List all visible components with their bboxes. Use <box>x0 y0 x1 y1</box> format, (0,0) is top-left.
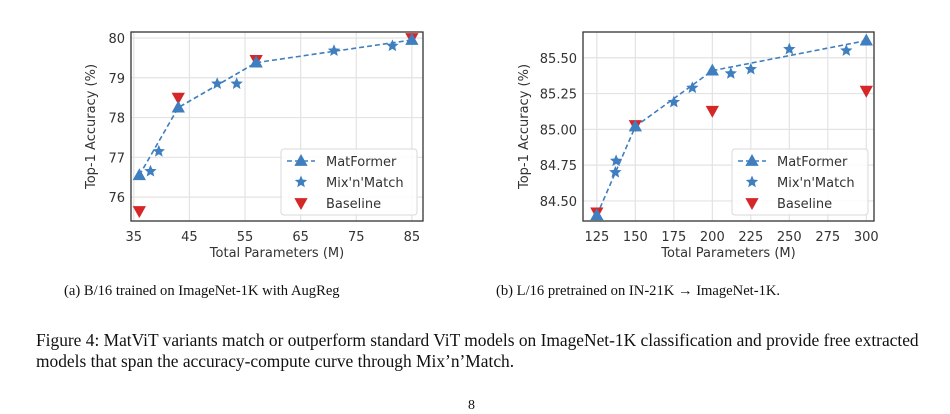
chart-a-mix-n-match-point <box>144 164 157 177</box>
chart-b-y-tick-label: 85.50 <box>540 52 577 67</box>
chart-b-x-tick-label: 225 <box>738 230 763 245</box>
chart-a-mix-n-match-point <box>152 144 165 157</box>
chart-b-x-tick-label: 250 <box>777 230 802 245</box>
subcaption-b: (b) L/16 pretrained on IN-21K → ImageNet… <box>496 283 781 299</box>
chart-b-baseline-point <box>859 85 873 98</box>
chart-b-legend-mix-n-match-marker <box>745 175 759 188</box>
chart-a-y-tick-label: 76 <box>108 191 125 206</box>
chart-b-baseline-point <box>705 105 719 118</box>
chart-b-matformer-point <box>705 63 719 76</box>
chart-b-mix-n-match-point <box>609 165 622 178</box>
chart-a-legend-mix-n-match-label: Mix'n'Match <box>326 176 404 191</box>
chart-a-matformer-point <box>132 168 146 181</box>
chart-b-mix-n-match-point <box>724 67 737 79</box>
chart-b-y-tick-label: 85.00 <box>540 123 577 138</box>
chart-a-x-tick-label: 85 <box>404 230 421 245</box>
chart-b-y-axis-label: Top-1 Accuracy (%) <box>517 64 532 190</box>
chart-a-y-axis-label: Top-1 Accuracy (%) <box>84 64 99 190</box>
chart-a-mix-n-match-point <box>327 44 341 56</box>
chart-b-mix-n-match-point <box>667 95 681 108</box>
chart-b-mix-n-match-point <box>609 154 623 167</box>
chart-a-legend-baseline-label: Baseline <box>326 197 381 212</box>
chart-a: 35 45 55 65 75 85 76 77 78 79 80 Total Parameters (… <box>0 0 475 275</box>
chart-a-baseline-point <box>171 92 185 105</box>
chart-b-x-tick-label: 150 <box>623 230 648 245</box>
chart-a-mix-n-match-point <box>386 39 399 52</box>
chart-a-svg: 35 45 55 65 75 85 76 77 78 79 80 Total Parameters (… <box>84 31 424 261</box>
chart-b-legend-box <box>731 148 869 216</box>
chart-b-matformer-point <box>628 119 642 132</box>
subcaption-a: (a) B/16 trained on ImageNet-1K with Aug… <box>64 283 340 299</box>
chart-a-y-tick-label: 79 <box>108 72 125 87</box>
chart-b-y-tick-label: 85.25 <box>540 88 577 103</box>
chart-a-baseline-point <box>132 206 146 219</box>
chart-a-matformer-point <box>171 100 185 113</box>
chart-a-x-tick-label: 35 <box>126 230 143 245</box>
chart-a-mix-n-match-point <box>230 77 243 89</box>
chart-b-x-tick-label: 200 <box>700 230 725 245</box>
chart-b-x-tick-label: 275 <box>815 230 840 245</box>
chart-a-x-tick-label: 45 <box>181 230 198 245</box>
chart-a-legend-mix-n-match-marker <box>294 175 308 188</box>
chart-a-mix-n-match-point <box>211 77 224 89</box>
chart-b-series-group <box>590 33 873 221</box>
chart-b-x-tick-label: 125 <box>584 230 609 245</box>
chart-b-svg: 125 150 175 200 225 250 275 300 84.50 84.75 85.00 8… <box>517 31 879 261</box>
chart-a-x-axis-label: Total Parameters (M) <box>209 246 344 261</box>
chart-b-mix-n-match-point <box>783 42 796 55</box>
chart-b-mix-n-match-point <box>686 81 699 94</box>
chart-b-plot-frame <box>582 31 875 222</box>
chart-b-x-tick-label: 175 <box>661 230 686 245</box>
chart-a-series-group <box>132 32 419 219</box>
chart-a-legend-box <box>280 148 418 216</box>
chart-a-plot-frame <box>130 31 424 222</box>
chart-a-y-tick-label: 78 <box>108 112 125 127</box>
chart-b: 125 150 175 200 225 250 275 300 84.50 84.75 85.00 8… <box>475 0 950 275</box>
chart-a-legend-matformer-marker <box>294 154 308 166</box>
chart-a-legend-baseline-marker <box>294 198 308 210</box>
figure-caption: Figure 4: MatViT variants match or outpe… <box>36 330 919 371</box>
chart-b-legend-baseline-marker <box>745 198 759 210</box>
chart-b-y-tick-label: 84.50 <box>540 195 577 210</box>
chart-b-legend-mix-n-match-label: Mix'n'Match <box>777 176 855 191</box>
chart-a-x-tick-label: 75 <box>348 230 365 245</box>
chart-a-matformer-point <box>249 55 263 68</box>
chart-b-x-tick-label: 300 <box>854 230 879 245</box>
chart-b-legend-baseline-label: Baseline <box>777 197 832 212</box>
page-number: 8 <box>468 398 475 413</box>
chart-b-mix-n-match-point <box>840 44 853 56</box>
chart-b-legend-matformer-marker <box>745 154 759 166</box>
chart-b-y-tick-label: 84.75 <box>540 159 577 174</box>
chart-b-mix-n-match-point <box>744 62 758 75</box>
chart-b-legend-matformer-label: MatFormer <box>777 155 848 170</box>
chart-b-matformer-point <box>590 208 604 221</box>
chart-a-y-tick-label: 77 <box>108 151 125 166</box>
chart-a-matformer-point <box>405 32 419 45</box>
chart-a-legend-matformer-label: MatFormer <box>326 155 397 170</box>
chart-b-x-axis-label: Total Parameters (M) <box>660 246 795 261</box>
chart-a-x-tick-label: 65 <box>292 230 309 245</box>
chart-b-matformer-point <box>859 33 873 46</box>
chart-a-y-tick-label: 80 <box>108 32 125 47</box>
chart-a-x-tick-label: 55 <box>237 230 254 245</box>
